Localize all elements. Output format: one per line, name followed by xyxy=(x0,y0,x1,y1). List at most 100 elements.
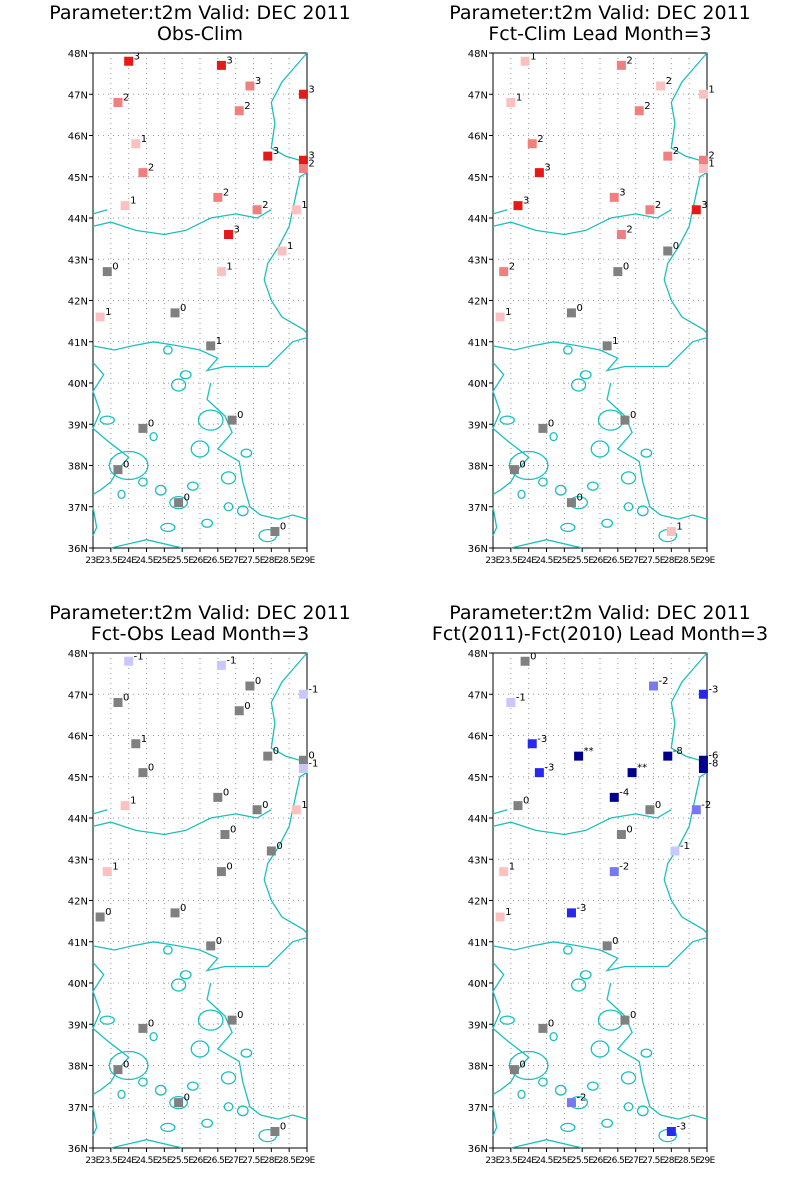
coastline xyxy=(110,539,183,549)
island xyxy=(186,481,199,491)
island xyxy=(201,1118,214,1128)
station-marker xyxy=(634,106,644,116)
coastline xyxy=(263,172,308,334)
station-value-label: -6 xyxy=(708,750,718,761)
station-marker xyxy=(566,308,576,318)
station-marker xyxy=(131,139,141,149)
lon-tick-label: 27E xyxy=(628,556,644,566)
lon-tick-label: 29E xyxy=(699,1156,715,1166)
lat-tick-label: 48N xyxy=(468,649,488,660)
station-marker xyxy=(670,846,680,856)
lon-tick-label: 23E xyxy=(485,1156,501,1166)
station-map: 36N 37N 38N 39N 40N 41N 42N 43N 44N 45N 46N 47N 48N 2… xyxy=(468,649,719,1166)
island xyxy=(186,1081,199,1091)
lon-tick-label: 23E xyxy=(485,556,501,566)
station-marker xyxy=(691,205,701,215)
lat-tick-label: 38N xyxy=(468,1062,488,1073)
coastline xyxy=(492,809,508,815)
coastline xyxy=(492,809,672,836)
lon-tick-label: 24.5E xyxy=(135,556,159,566)
lon-tick-label: 28.5E xyxy=(678,556,702,566)
lon-tick-label: 24E xyxy=(521,1156,537,1166)
lat-tick-label: 43N xyxy=(68,255,88,266)
island xyxy=(169,1095,189,1110)
station-value-label: -3 xyxy=(544,763,554,774)
station-marker xyxy=(656,81,666,91)
station-value-label: 1 xyxy=(612,336,618,347)
station-marker xyxy=(649,681,658,691)
coastline xyxy=(492,209,508,215)
island xyxy=(108,1050,149,1081)
station-marker xyxy=(506,98,516,107)
lat-tick-label: 45N xyxy=(468,173,488,184)
island xyxy=(586,1081,599,1091)
station-marker xyxy=(102,267,112,277)
station-marker xyxy=(216,867,226,877)
station-value-label: 0 xyxy=(123,693,129,704)
island xyxy=(620,1071,637,1085)
lat-tick-label: 42N xyxy=(468,897,488,908)
island xyxy=(160,1122,176,1133)
station-marker xyxy=(499,267,509,277)
station-value-label: 0 xyxy=(237,1010,243,1021)
station-marker xyxy=(698,764,708,773)
lon-tick-label: 27.5E xyxy=(642,556,666,566)
lat-tick-label: 44N xyxy=(68,214,88,225)
station-marker xyxy=(663,246,673,256)
island xyxy=(563,345,573,355)
station-value-label: 0 xyxy=(223,787,229,798)
station-value-label: 0 xyxy=(216,936,222,947)
coastline xyxy=(492,506,498,536)
station-value-label: 0 xyxy=(105,907,111,918)
station-marker xyxy=(609,192,619,202)
station-value-label: -1 xyxy=(134,651,144,662)
station-value-label: 0 xyxy=(184,1093,190,1104)
island xyxy=(549,1031,558,1042)
station-value-label: 3 xyxy=(523,196,529,207)
station-marker xyxy=(113,1065,123,1075)
island xyxy=(640,1048,653,1058)
lon-tick-label: 25.5E xyxy=(171,556,195,566)
map-panel-obs-clim: Parameter:t2m Valid: DEC 2011 Obs-Clim 3… xyxy=(0,0,400,600)
station-marker xyxy=(170,308,180,318)
island xyxy=(154,484,167,496)
island xyxy=(190,1040,210,1058)
station-value-label: 0 xyxy=(623,262,629,273)
island xyxy=(549,431,558,442)
station-value-label: 0 xyxy=(530,651,536,662)
station-marker xyxy=(534,168,544,178)
station-value-label: 1 xyxy=(130,796,136,807)
coastline xyxy=(110,1139,183,1149)
island xyxy=(508,450,549,481)
island xyxy=(538,477,548,487)
station-value-label: 2 xyxy=(509,262,515,273)
island xyxy=(163,945,173,955)
station-value-label: 0 xyxy=(519,460,525,471)
coastline xyxy=(92,1106,98,1136)
coastline xyxy=(510,1139,583,1149)
island xyxy=(179,970,192,980)
station-value-label: 0 xyxy=(276,841,282,852)
panel-title: Parameter:t2m Valid: DEC 2011 xyxy=(49,2,351,24)
lon-tick-label: 25.5E xyxy=(171,1156,195,1166)
lat-tick-label: 41N xyxy=(68,338,88,349)
station-value-label: 2 xyxy=(123,93,129,104)
station-marker xyxy=(113,465,123,475)
coastlines xyxy=(92,52,308,549)
station-marker xyxy=(174,1098,184,1108)
lon-tick-label: 23.5E xyxy=(99,1156,123,1166)
station-value-label: 0 xyxy=(112,262,118,273)
lat-tick-label: 38N xyxy=(68,462,88,473)
panel-title: Parameter:t2m Valid: DEC 2011 xyxy=(449,602,751,624)
lat-tick-label: 39N xyxy=(68,420,88,431)
station-value-label: ** xyxy=(637,763,647,774)
station-value-label: 1 xyxy=(676,522,682,533)
station-marker xyxy=(263,151,273,161)
island xyxy=(154,1084,167,1096)
station-value-label: 2 xyxy=(223,187,229,198)
station-value-label: 0 xyxy=(612,936,618,947)
coastline xyxy=(92,809,108,815)
coastline xyxy=(92,961,130,1095)
